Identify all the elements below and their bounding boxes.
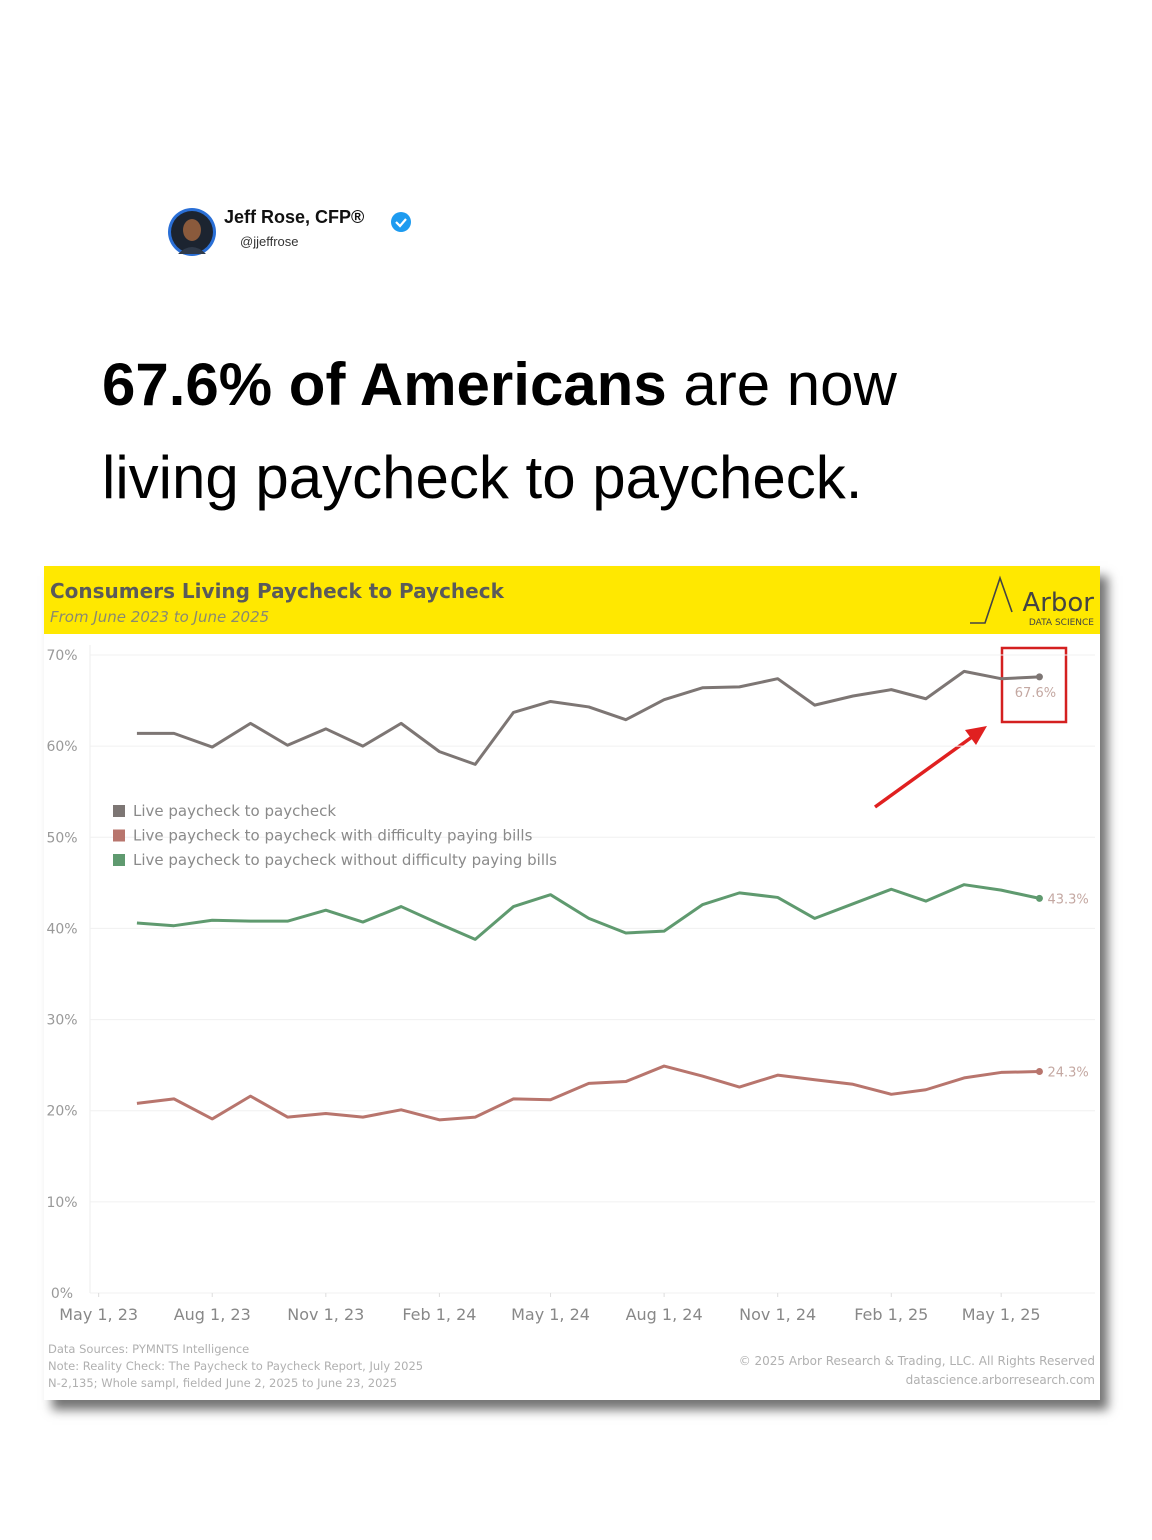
annotation-arrowhead bbox=[965, 726, 987, 745]
chart-subtitle: From June 2023 to June 2025 bbox=[50, 608, 269, 626]
y-tick-label: 10% bbox=[46, 1195, 77, 1211]
copyright-note: © 2025 Arbor Research & Trading, LLC. Al… bbox=[739, 1354, 1095, 1368]
x-tick-label: Feb 1, 24 bbox=[402, 1305, 476, 1324]
data-label: 43.3% bbox=[1047, 892, 1088, 907]
x-tick-label: Feb 1, 25 bbox=[854, 1305, 928, 1324]
headline-bold: 67.6% of Americans bbox=[102, 351, 667, 418]
annotation-arrow bbox=[873, 735, 974, 809]
author-handle: @jjeffrose bbox=[240, 234, 299, 249]
post-header-icons bbox=[168, 208, 411, 256]
headline-rest: are now living paycheck to paycheck. bbox=[102, 351, 897, 511]
y-tick-label: 0% bbox=[51, 1286, 73, 1302]
legend-label: Live paycheck to paycheck with difficult… bbox=[133, 827, 533, 845]
legend-label: Live paycheck to paycheck bbox=[133, 802, 336, 820]
y-tick-label: 20% bbox=[46, 1104, 77, 1120]
chart-header-band bbox=[44, 566, 1100, 634]
verified-check bbox=[395, 218, 407, 228]
logo-mark bbox=[970, 575, 1013, 624]
y-tick-label: 70% bbox=[46, 648, 77, 664]
logo-subtitle: DATA SCIENCE bbox=[1029, 618, 1094, 628]
series-line bbox=[136, 883, 1040, 941]
x-tick-label: Nov 1, 24 bbox=[739, 1305, 816, 1324]
copyright-note: datascience.arborresearch.com bbox=[906, 1373, 1095, 1387]
verified-badge bbox=[391, 212, 411, 232]
y-tick-label: 30% bbox=[46, 1013, 77, 1029]
legend-swatch bbox=[113, 805, 125, 817]
highlight-box bbox=[1000, 646, 1068, 724]
series-line bbox=[136, 1064, 1040, 1122]
source-note: N-2,135; Whole sampl, fielded June 2, 20… bbox=[48, 1376, 397, 1390]
source-note: Data Sources: PYMNTS Intelligence bbox=[48, 1342, 249, 1356]
data-label: 67.6% bbox=[1015, 686, 1056, 701]
source-note: Note: Reality Check: The Paycheck to Pay… bbox=[48, 1359, 423, 1373]
end-point bbox=[1035, 1068, 1043, 1076]
avatar-face bbox=[183, 219, 201, 241]
x-tick-label: May 1, 24 bbox=[511, 1305, 590, 1324]
avatar-shoulders bbox=[178, 247, 206, 254]
chart-title: Consumers Living Paycheck to Paycheck bbox=[50, 579, 505, 603]
x-tick-label: Aug 1, 23 bbox=[174, 1305, 251, 1324]
y-tick-label: 40% bbox=[46, 921, 77, 937]
data-label: 24.3% bbox=[1047, 1066, 1088, 1081]
y-tick-label: 60% bbox=[46, 739, 77, 755]
end-point bbox=[1035, 673, 1043, 681]
legend-swatch bbox=[113, 854, 125, 866]
legend-label: Live paycheck to paycheck without diffic… bbox=[133, 851, 557, 869]
end-point bbox=[1035, 894, 1043, 902]
y-tick-label: 50% bbox=[46, 830, 77, 846]
series-line bbox=[136, 669, 1040, 766]
x-tick-label: Nov 1, 23 bbox=[287, 1305, 364, 1324]
x-tick-label: May 1, 23 bbox=[59, 1305, 138, 1324]
legend-swatch bbox=[113, 829, 125, 842]
headline: 67.6% of Americans are now living payche… bbox=[102, 338, 1022, 524]
x-tick-label: May 1, 25 bbox=[962, 1305, 1041, 1324]
author-name: Jeff Rose, CFP® bbox=[224, 207, 365, 227]
x-tick-label: Aug 1, 24 bbox=[626, 1305, 703, 1324]
logo: Arbor bbox=[1022, 588, 1094, 618]
